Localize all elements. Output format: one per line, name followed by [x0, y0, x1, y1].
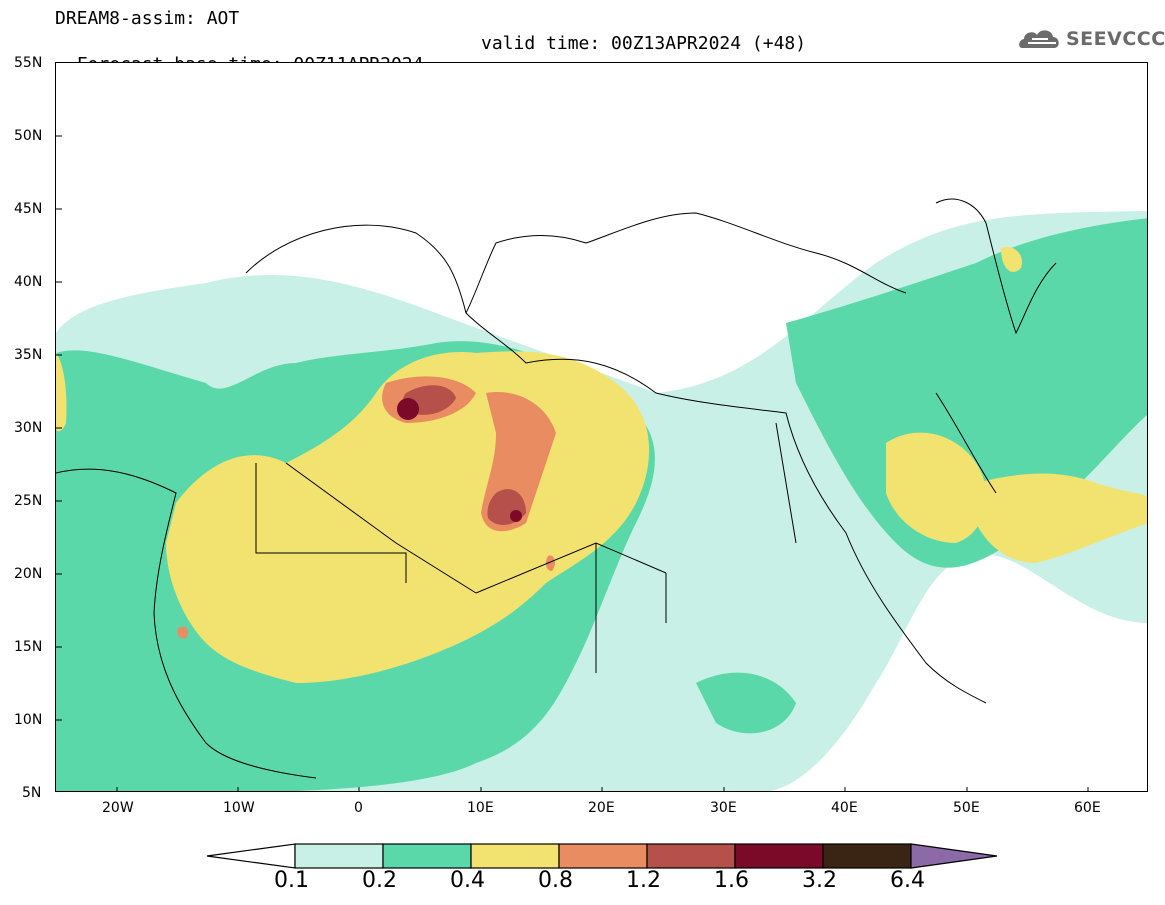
- lat-label: 40N: [14, 274, 43, 290]
- lon-label: 30E: [710, 800, 737, 816]
- lat-label: 5N: [22, 785, 42, 801]
- colorbar-swatch: [294, 843, 384, 869]
- colorbar-swatch: [822, 843, 912, 869]
- cloud-icon: [1019, 30, 1059, 48]
- colorbar-under-arrow: [206, 843, 296, 869]
- coastlines: [56, 198, 1057, 779]
- lat-label: 45N: [14, 201, 43, 217]
- lon-label: 60E: [1074, 800, 1101, 816]
- colorbar-swatch: [734, 843, 824, 869]
- colorbar-label: 0.8: [538, 868, 573, 893]
- lat-label: 15N: [14, 639, 43, 655]
- lon-label: 10E: [467, 800, 494, 816]
- colorbar-swatch: [382, 843, 472, 869]
- colorbar-label: 1.6: [714, 868, 749, 893]
- lon-label: 50E: [953, 800, 980, 816]
- colorbar-label: 1.2: [626, 868, 661, 893]
- lat-label: 10N: [14, 712, 43, 728]
- colorbar-over-arrow: [910, 843, 998, 869]
- aot-map: [55, 62, 1148, 792]
- colorbar-label: 3.2: [802, 868, 837, 893]
- lon-label: 0: [354, 800, 363, 816]
- aot-field: [56, 135, 1147, 791]
- graticule-ticks: [56, 135, 1089, 791]
- lat-label: 20N: [14, 566, 43, 582]
- lat-label: 35N: [14, 347, 43, 363]
- colorbar-swatch: [470, 843, 560, 869]
- lat-label: 30N: [14, 420, 43, 436]
- chart-title: DREAM8-assim: AOT: [55, 8, 240, 29]
- colorbar-label: 0.2: [362, 868, 397, 893]
- lon-label: 10W: [223, 800, 255, 816]
- aot-band-1-6: [397, 398, 522, 522]
- colorbar-label: 6.4: [890, 868, 925, 893]
- lat-label: 50N: [14, 128, 43, 144]
- colorbar-swatch: [646, 843, 736, 869]
- colorbar: [206, 843, 998, 869]
- lat-label: 55N: [14, 55, 43, 71]
- lat-label: 25N: [14, 493, 43, 509]
- valid-time: valid time: 00Z13APR2024 (+48): [481, 33, 807, 54]
- colorbar-swatch: [558, 843, 648, 869]
- logo-text: SEEVCCC: [1066, 28, 1165, 50]
- colorbar-label: 0.1: [274, 868, 309, 893]
- lon-label: 20E: [588, 800, 615, 816]
- colorbar-label: 0.4: [450, 868, 485, 893]
- lon-label: 40E: [831, 800, 858, 816]
- lon-label: 20W: [102, 800, 134, 816]
